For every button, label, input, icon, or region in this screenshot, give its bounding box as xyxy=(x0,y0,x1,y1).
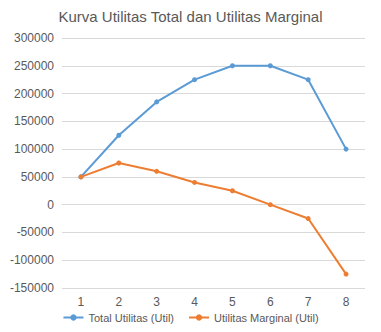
svg-text:8: 8 xyxy=(343,295,350,309)
svg-text:-150000: -150000 xyxy=(10,281,54,295)
svg-text:-50000: -50000 xyxy=(17,225,55,239)
svg-text:200000: 200000 xyxy=(14,87,54,101)
svg-text:50000: 50000 xyxy=(21,170,55,184)
svg-text:Total Utilitas (Util): Total Utilitas (Util) xyxy=(88,312,174,324)
svg-text:1: 1 xyxy=(78,295,85,309)
svg-text:150000: 150000 xyxy=(14,114,54,128)
svg-text:5: 5 xyxy=(229,295,236,309)
svg-text:-100000: -100000 xyxy=(10,253,54,267)
svg-text:300000: 300000 xyxy=(14,31,54,45)
svg-text:Kurva Utilitas Total dan Utili: Kurva Utilitas Total dan Utilitas Margin… xyxy=(58,8,322,25)
svg-text:3: 3 xyxy=(153,295,160,309)
svg-text:6: 6 xyxy=(267,295,274,309)
svg-text:100000: 100000 xyxy=(14,142,54,156)
svg-text:7: 7 xyxy=(305,295,312,309)
svg-text:0: 0 xyxy=(47,198,54,212)
svg-text:4: 4 xyxy=(191,295,198,309)
svg-text:Utilitas Marginal (Util): Utilitas Marginal (Util) xyxy=(214,312,319,324)
svg-text:250000: 250000 xyxy=(14,59,54,73)
svg-text:2: 2 xyxy=(115,295,122,309)
